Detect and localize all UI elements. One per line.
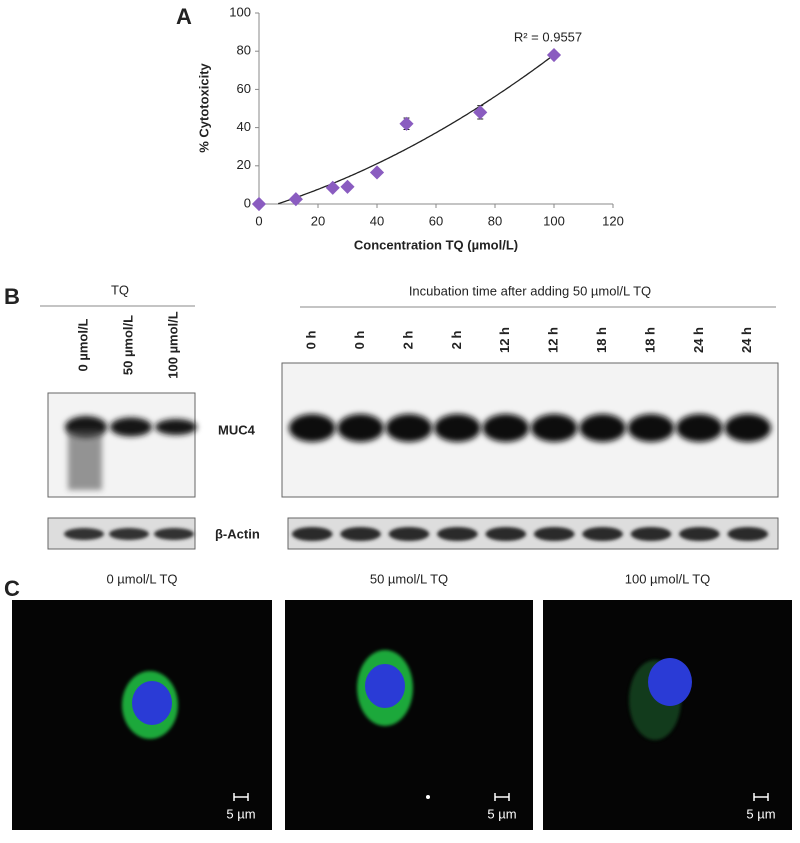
actin-label: β-Actin xyxy=(215,526,260,541)
image-title: 100 µmol/L TQ xyxy=(625,571,711,586)
x-tick-label: 0 xyxy=(255,213,262,228)
band xyxy=(434,414,481,442)
y-tick-label: 0 xyxy=(244,195,251,210)
band xyxy=(110,417,152,437)
x-tick-label: 40 xyxy=(370,213,384,228)
lane-label: 24 h xyxy=(691,327,706,353)
trend-line xyxy=(278,54,555,205)
tq-header: TQ xyxy=(111,282,129,297)
band xyxy=(388,527,430,541)
data-point xyxy=(288,192,303,207)
band xyxy=(155,419,197,435)
panel-label: C xyxy=(4,576,20,601)
micrograph xyxy=(285,600,533,830)
y-tick-label: 20 xyxy=(237,157,251,172)
data-point xyxy=(340,179,355,194)
y-tick-label: 100 xyxy=(229,4,251,19)
data-point xyxy=(369,165,385,180)
data-point xyxy=(473,105,488,120)
lane-label: 12 h xyxy=(497,327,512,353)
band xyxy=(291,527,333,541)
band xyxy=(337,414,384,442)
x-tick-label: 120 xyxy=(602,213,624,228)
nucleus xyxy=(648,658,692,706)
lane-label: 0 h xyxy=(352,331,367,350)
scale-bar xyxy=(494,793,510,801)
band xyxy=(154,528,194,540)
blots xyxy=(47,362,779,550)
x-axis-label: Concentration TQ (µmol/L) xyxy=(354,237,518,252)
lane-label: 50 µmol/L xyxy=(120,315,135,375)
band xyxy=(630,527,672,541)
muc4-label: MUC4 xyxy=(218,422,256,437)
band xyxy=(485,527,527,541)
scale-label: 5 µm xyxy=(746,806,775,821)
y-axis-label: % Cytotoxicity xyxy=(196,62,211,152)
lane-label: 0 µmol/L xyxy=(75,318,90,371)
data-point xyxy=(325,180,340,195)
image-title: 50 µmol/L TQ xyxy=(370,571,448,586)
band xyxy=(533,527,575,541)
band xyxy=(109,528,149,540)
lane-label: 18 h xyxy=(642,327,657,353)
scale-label: 5 µm xyxy=(226,806,255,821)
lane-label: 2 h xyxy=(400,331,415,350)
speck xyxy=(426,795,430,799)
scale-label: 5 µm xyxy=(487,806,516,821)
band xyxy=(727,527,769,541)
micrographs xyxy=(12,600,792,830)
band xyxy=(724,414,772,442)
scale-bar xyxy=(753,793,769,801)
data-point xyxy=(546,47,562,63)
nucleus xyxy=(132,681,172,725)
band xyxy=(482,414,530,442)
annotation: R² = 0.9557 xyxy=(514,29,582,44)
band xyxy=(288,414,336,442)
band xyxy=(530,414,578,442)
x-tick-label: 20 xyxy=(311,213,325,228)
x-tick-label: 60 xyxy=(429,213,443,228)
band xyxy=(437,527,478,541)
lane-label: 12 h xyxy=(546,327,561,353)
band xyxy=(627,414,675,442)
band xyxy=(676,414,723,442)
panel-label: B xyxy=(4,284,20,309)
lane-label: 24 h xyxy=(739,327,754,353)
lane-label: 18 h xyxy=(594,327,609,353)
time-header: Incubation time after adding 50 µmol/L T… xyxy=(409,283,651,298)
data-point xyxy=(251,196,267,212)
smear xyxy=(68,430,102,490)
scale-bar xyxy=(233,793,249,801)
lane-label: 100 µmol/L xyxy=(165,311,180,379)
band xyxy=(64,528,104,540)
lane-label: 2 h xyxy=(449,331,464,350)
band xyxy=(340,527,381,541)
band xyxy=(385,414,433,442)
image-title: 0 µmol/L TQ xyxy=(106,571,177,586)
y-tick-label: 80 xyxy=(237,43,251,58)
x-tick-label: 100 xyxy=(543,213,565,228)
x-tick-label: 80 xyxy=(488,213,502,228)
panel-label: A xyxy=(176,4,192,29)
nucleus xyxy=(365,664,405,708)
band xyxy=(679,527,720,541)
lane-label: 0 h xyxy=(304,331,319,350)
band xyxy=(582,527,623,541)
data-point xyxy=(399,116,414,131)
band xyxy=(579,414,626,442)
y-tick-label: 40 xyxy=(237,119,251,134)
y-tick-label: 60 xyxy=(237,81,251,96)
